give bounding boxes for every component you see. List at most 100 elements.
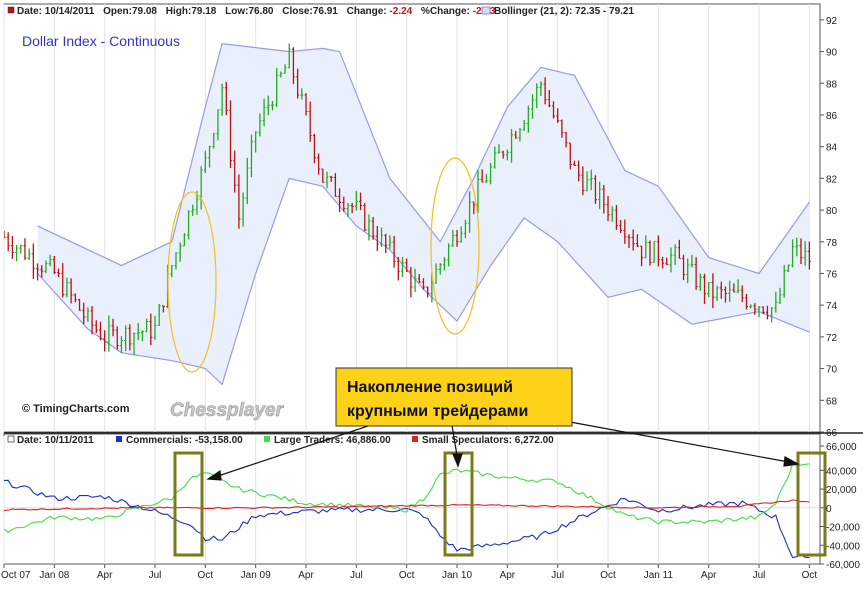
ohlc-bar <box>442 257 446 271</box>
ohlc-bar <box>287 43 291 69</box>
price-y-tick-label: 76 <box>826 269 838 280</box>
arrow-to-2011 <box>569 421 795 464</box>
x-tick-label: Jul <box>149 570 162 581</box>
ohlc-bar <box>501 150 505 159</box>
ohlc-bar <box>220 83 224 116</box>
price-y-tick-label: 90 <box>826 48 838 59</box>
x-tick-label: Oct <box>600 570 616 581</box>
arrow-head-2011 <box>783 456 800 467</box>
ohlc-bar <box>94 320 98 333</box>
ohlc-bar <box>707 282 711 298</box>
ohlc-bar <box>23 238 27 260</box>
ohlc-bar <box>258 113 262 137</box>
ohlc-bar <box>606 195 610 222</box>
ohlc-bar <box>782 264 786 298</box>
cot-y-tick-label: 66,000 <box>826 442 857 453</box>
large-traders-label: Large Traders: 46,886.00 <box>274 435 391 446</box>
ohlc-bar <box>518 128 522 142</box>
x-tick-label: Jul <box>753 570 766 581</box>
ohlc-bar <box>799 238 803 265</box>
ohlc-bar <box>317 153 321 175</box>
bollinger-label: Bollinger (21, 2): 72.35 - 79.21 <box>494 6 634 17</box>
ohlc-bar <box>619 219 623 234</box>
ohlc-bar <box>434 263 438 284</box>
ohlc-bar <box>178 242 182 262</box>
ohlc-bar <box>472 201 476 215</box>
ohlc-bar <box>614 205 618 230</box>
highlight-box-2011 <box>796 451 827 557</box>
ohlc-bar <box>744 293 748 310</box>
price-y-tick-label: 82 <box>826 174 838 185</box>
ohlc-bar <box>182 233 186 247</box>
ohlc-bar <box>128 324 132 351</box>
x-tick-label: Jul <box>350 570 363 581</box>
ohlc-bar <box>413 268 417 292</box>
arrow-to-2008 <box>211 417 393 479</box>
ohlc-bar <box>4 230 6 239</box>
cot-header: Date: 10/11/2011 Commercials: -53,158.00… <box>7 435 554 446</box>
ohlc-bar <box>459 226 463 243</box>
ohlc-bar <box>765 305 769 320</box>
ohlc-bar <box>564 131 568 148</box>
ohlc-bar <box>556 108 560 123</box>
ohlc-bar <box>48 254 52 267</box>
large-traders-line <box>4 462 810 534</box>
price-y-tick-label: 74 <box>826 301 838 312</box>
cot-y-tick-label: 40,000 <box>826 466 857 477</box>
ohlc-bar <box>673 244 677 266</box>
ohlc-bar <box>493 146 497 169</box>
ohlc-bar <box>10 235 14 259</box>
ohlc-bar <box>350 203 354 214</box>
small-speculators-swatch <box>412 436 418 442</box>
x-tick-label: Jul <box>551 570 564 581</box>
ohlc-bar <box>40 265 44 278</box>
ohlc-bar <box>610 206 614 222</box>
cot-y-tick-label: -40,000 <box>826 541 860 552</box>
ohlc-bar <box>652 241 656 263</box>
ohlc-bar <box>174 252 178 270</box>
ohlc-bar <box>572 160 576 166</box>
ohlc-bar <box>153 315 157 340</box>
ohlc-bar <box>291 47 295 85</box>
ohlc-bar <box>703 273 707 304</box>
ohlc-bar <box>635 234 639 248</box>
x-tick-label: Apr <box>298 570 314 581</box>
ohlc-bar <box>312 133 316 164</box>
ohlc-bar <box>484 174 488 183</box>
price-change-label: Change: <box>347 6 387 17</box>
ohlc-bar <box>648 240 652 266</box>
ohlc-bar <box>229 100 233 168</box>
ohlc-bar <box>505 149 509 161</box>
ohlc-bar <box>732 283 736 293</box>
x-tick-label: Oct <box>198 570 214 581</box>
ohlc-bar <box>598 181 602 210</box>
ohlc-bar <box>237 174 241 229</box>
ohlc-bar <box>354 190 358 211</box>
x-tick-label: Jan 09 <box>241 570 271 581</box>
x-tick-label: Oct 07 <box>1 570 31 581</box>
bollinger-upper-line <box>37 42 810 275</box>
ohlc-bar <box>757 305 761 318</box>
callout-line-1: Накопление позиций <box>347 379 513 396</box>
ohlc-bar <box>321 168 325 183</box>
ohlc-bar <box>719 281 723 299</box>
price-high: High:79.18 <box>166 6 217 17</box>
ohlc-bar <box>124 325 128 352</box>
watermark-logo: Chessplayer <box>170 400 285 421</box>
ohlc-bar <box>728 280 732 302</box>
ohlc-bar <box>249 134 253 178</box>
commercials-label: Commercials: -53,158.00 <box>126 435 243 446</box>
ohlc-bar <box>27 248 31 261</box>
ohlc-bar <box>52 256 56 275</box>
ohlc-bar <box>73 293 77 303</box>
ohlc-bar <box>631 229 635 251</box>
ohlc-bar <box>682 254 686 281</box>
price-open: Open:79.08 <box>103 6 157 17</box>
ohlc-bar <box>241 192 245 227</box>
ohlc-bar <box>296 68 300 99</box>
ohlc-bar <box>593 175 597 204</box>
ohlc-bar <box>451 229 455 247</box>
ohlc-bar <box>585 171 589 192</box>
ohlc-bar <box>736 279 740 294</box>
ohlc-bar <box>283 64 287 74</box>
